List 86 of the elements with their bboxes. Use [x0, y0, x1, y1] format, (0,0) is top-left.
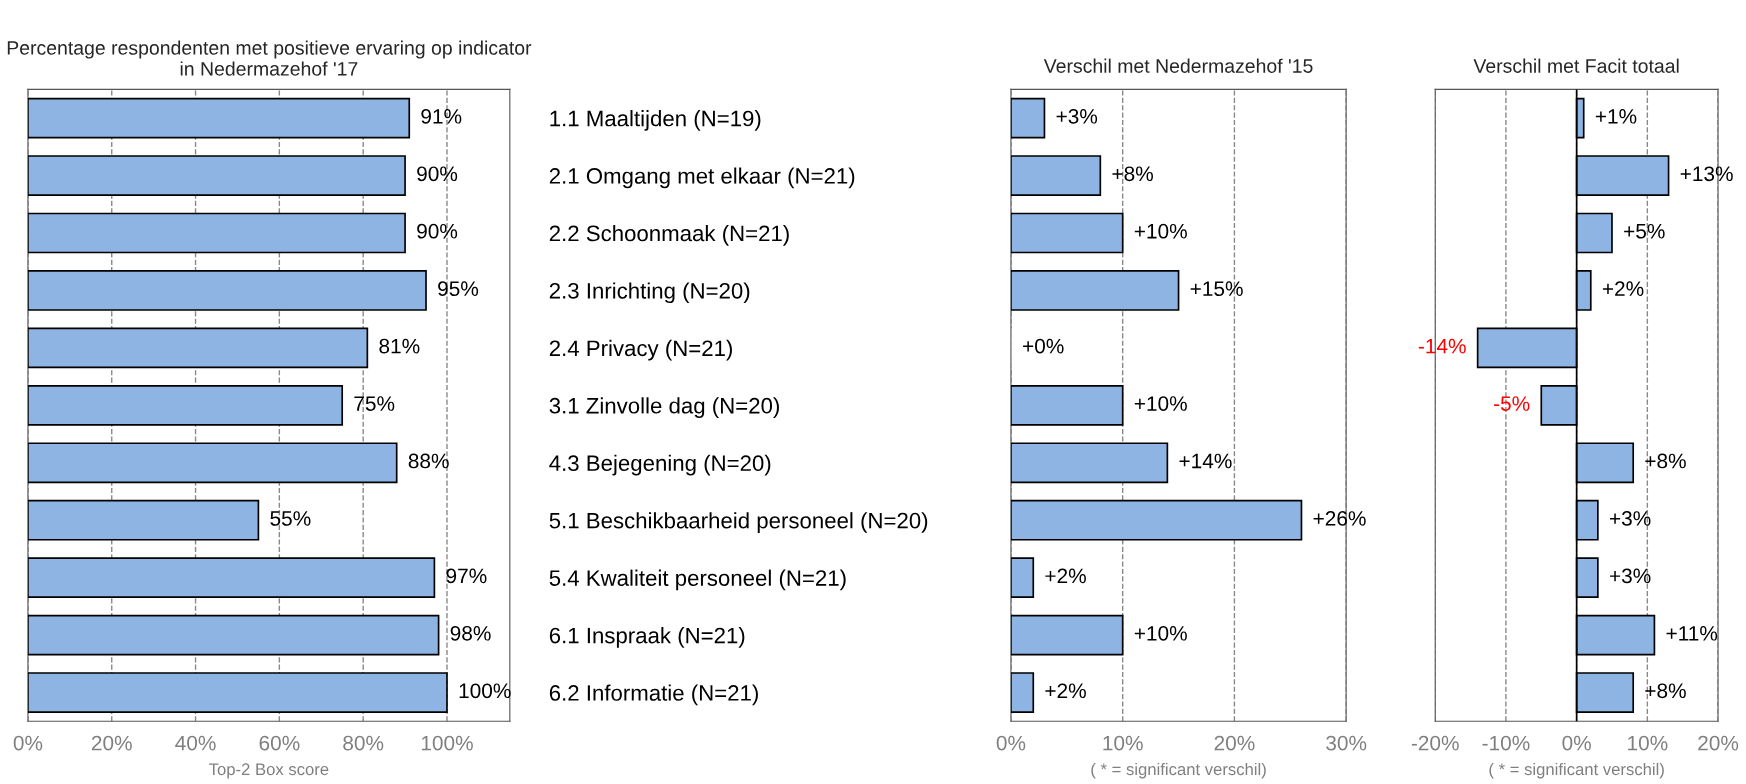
- data-label: +13%: [1680, 166, 1733, 182]
- y-tick-label: 1.1 Maaltijden (N=19): [550, 110, 761, 131]
- data-label: 75%: [354, 396, 395, 411]
- data-label: +8%: [1112, 166, 1153, 182]
- x-tick-label: 80%: [343, 735, 384, 751]
- data-label: 88%: [408, 453, 449, 469]
- data-label: +1%: [1595, 109, 1637, 124]
- y-tick-label: 4.3 Bejegening (N=20): [549, 454, 771, 476]
- data-label: +8%: [1645, 683, 1686, 699]
- x-tick-label: -20%: [1411, 735, 1459, 751]
- bar: [27, 557, 436, 599]
- bar: [27, 499, 260, 541]
- bar: [27, 327, 369, 369]
- data-label: 91%: [421, 108, 462, 124]
- data-label: 97%: [446, 568, 487, 584]
- y-tick-label: 5.1 Beschikbaarheid personeel (N=20): [549, 512, 928, 533]
- chart-title: Verschil met Nedermazehof '15: [1043, 58, 1313, 73]
- bar: [1010, 499, 1303, 541]
- bar: [27, 212, 406, 254]
- x-tick-label: 100%: [421, 735, 473, 751]
- x-tick-label: 60%: [259, 735, 300, 751]
- data-label: +10%: [1134, 223, 1187, 239]
- bar: [1010, 614, 1124, 656]
- bar: [1010, 155, 1102, 196]
- data-label: -14%: [1418, 338, 1466, 354]
- bar: [27, 270, 427, 311]
- data-label: +3%: [1609, 511, 1651, 526]
- x-tick-label: 10%: [1628, 735, 1668, 751]
- data-label: +26%: [1313, 511, 1366, 526]
- x-tick-label: 20%: [1214, 735, 1255, 751]
- x-tick-label: 0%: [1562, 735, 1591, 751]
- y-tick-label: 3.1 Zinvolle dag (N=20): [549, 397, 779, 418]
- bar: [1010, 442, 1169, 484]
- y-tick-label: 2.2 Schoonmaak (N=21): [549, 224, 789, 246]
- bar: [1010, 97, 1046, 139]
- x-tick-label: 10%: [1103, 735, 1143, 751]
- x-axis-title: ( * = significant verschil): [1091, 762, 1266, 779]
- bar: [1010, 557, 1035, 599]
- x-axis-title: ( * = significant verschil): [1489, 762, 1664, 779]
- data-label: 81%: [379, 338, 420, 354]
- data-label: 55%: [270, 511, 311, 526]
- x-tick-label: 30%: [1326, 735, 1367, 751]
- data-label: +2%: [1045, 568, 1086, 584]
- data-label: +2%: [1602, 281, 1644, 296]
- y-tick-label: 2.3 Inrichting (N=20): [549, 282, 750, 304]
- bar: [1010, 384, 1124, 426]
- chart-title: Verschil met Facit totaal: [1473, 58, 1679, 73]
- bar: [1010, 672, 1035, 713]
- data-label: 95%: [438, 281, 479, 297]
- y-tick-label: 5.4 Kwaliteit personeel (N=21): [549, 569, 846, 591]
- x-tick-label: 0%: [996, 735, 1026, 751]
- bar: [27, 442, 398, 484]
- y-tick-label: 2.4 Privacy (N=21): [549, 339, 732, 361]
- data-label: +0%: [1023, 338, 1064, 354]
- x-tick-label: 40%: [175, 735, 216, 751]
- data-label: +11%: [1666, 626, 1718, 641]
- data-label: +14%: [1179, 453, 1232, 469]
- data-label: +3%: [1609, 568, 1651, 584]
- data-label: +15%: [1190, 281, 1243, 297]
- data-label: +3%: [1056, 108, 1098, 124]
- data-label: 98%: [450, 625, 491, 641]
- data-label: 90%: [417, 166, 458, 182]
- bar: [27, 384, 344, 426]
- x-axis-title: Top-2 Box score: [209, 763, 329, 779]
- bar: [1010, 270, 1180, 311]
- bar: [27, 614, 440, 656]
- bar: [27, 155, 406, 196]
- data-label: +10%: [1134, 396, 1187, 411]
- x-tick-label: -10%: [1482, 735, 1530, 751]
- data-label: -5%: [1494, 396, 1530, 411]
- data-label: 100%: [459, 683, 511, 699]
- x-tick-label: 0%: [13, 735, 43, 751]
- data-label: +10%: [1134, 625, 1187, 641]
- bar: [27, 672, 448, 713]
- y-tick-label: 6.1 Inspraak (N=21): [549, 627, 745, 648]
- chart-title: Percentage respondenten met positieve ervaring op indicator in Nedermazehof '17: [7, 40, 532, 76]
- data-label: +5%: [1624, 223, 1665, 239]
- data-label: 90%: [417, 223, 458, 239]
- x-tick-label: 20%: [1698, 735, 1739, 751]
- data-label: +2%: [1045, 683, 1086, 699]
- x-tick-label: 20%: [91, 735, 132, 751]
- data-label: +8%: [1645, 453, 1686, 469]
- y-tick-label: 2.1 Omgang met elkaar (N=21): [549, 167, 855, 189]
- bar: [1010, 212, 1124, 254]
- y-tick-label: 6.2 Informatie (N=21): [549, 684, 758, 706]
- bar: [27, 97, 411, 139]
